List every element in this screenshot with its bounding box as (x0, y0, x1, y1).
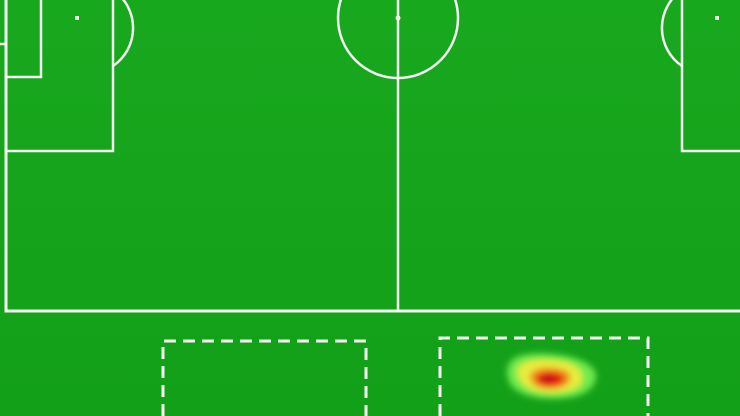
right-penalty-arc (660, 0, 683, 68)
left-penalty-area (6, 0, 115, 153)
right-penalty-area (680, 0, 740, 153)
centre-spot (395, 15, 401, 21)
left-penalty-spot (75, 16, 79, 20)
centre-circle (336, 0, 460, 80)
zone-box-left (161, 339, 368, 416)
left-goal-area (6, 0, 43, 79)
pitch-boundary (4, 0, 740, 313)
zone-box-right (438, 336, 650, 416)
left-penalty-arc (112, 0, 135, 68)
heat-blob (507, 353, 596, 399)
right-penalty-spot (715, 16, 719, 20)
